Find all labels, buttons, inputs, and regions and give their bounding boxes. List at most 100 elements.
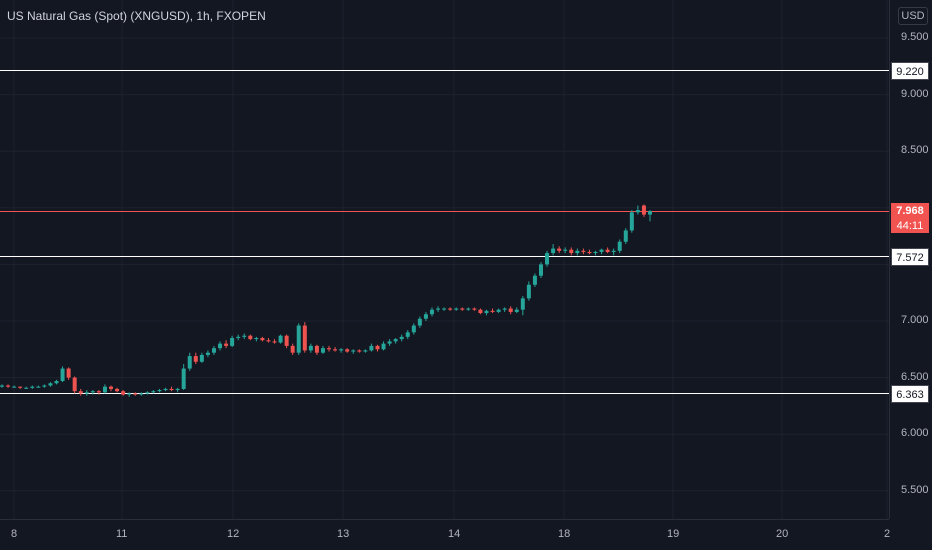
chart-area[interactable]: US Natural Gas (Spot) (XNGUSD), 1h, FXOP…	[0, 0, 889, 519]
candle[interactable]	[563, 247, 568, 254]
candle[interactable]	[520, 296, 525, 316]
candle[interactable]	[6, 384, 11, 388]
candle[interactable]	[423, 311, 428, 321]
candle[interactable]	[417, 316, 422, 328]
candle[interactable]	[478, 308, 483, 315]
candle[interactable]	[411, 323, 416, 335]
candle[interactable]	[12, 385, 17, 388]
candle[interactable]	[36, 385, 41, 388]
candle[interactable]	[145, 391, 150, 395]
candle[interactable]	[466, 307, 471, 311]
candle[interactable]	[224, 340, 229, 349]
candle[interactable]	[472, 307, 477, 311]
currency-button[interactable]: USD	[898, 7, 928, 25]
candle[interactable]	[514, 307, 519, 314]
candle[interactable]	[133, 392, 138, 396]
candle[interactable]	[96, 390, 101, 395]
candle[interactable]	[629, 210, 634, 233]
candle[interactable]	[175, 387, 180, 393]
candle[interactable]	[54, 379, 59, 385]
candle[interactable]	[157, 388, 162, 393]
candle[interactable]	[502, 307, 507, 312]
candle[interactable]	[532, 273, 537, 288]
candle[interactable]	[139, 392, 144, 396]
candle[interactable]	[405, 330, 410, 340]
candle[interactable]	[381, 341, 386, 351]
candlestick-chart[interactable]	[0, 0, 889, 519]
candle[interactable]	[314, 344, 319, 355]
candle[interactable]	[24, 386, 29, 389]
candle[interactable]	[369, 343, 374, 352]
candle[interactable]	[617, 239, 622, 254]
candle[interactable]	[302, 322, 307, 353]
candle[interactable]	[460, 307, 465, 311]
candle[interactable]	[490, 308, 495, 314]
candle[interactable]	[569, 247, 574, 256]
candle[interactable]	[248, 334, 253, 341]
candle[interactable]	[169, 386, 174, 392]
candle[interactable]	[399, 334, 404, 342]
candle[interactable]	[0, 384, 4, 388]
candle[interactable]	[66, 367, 71, 380]
candle[interactable]	[551, 244, 556, 256]
candle[interactable]	[496, 308, 501, 314]
candle[interactable]	[538, 262, 543, 278]
candle[interactable]	[581, 248, 586, 255]
candle[interactable]	[254, 336, 259, 342]
candle[interactable]	[272, 339, 277, 344]
candle[interactable]	[545, 250, 550, 267]
candle[interactable]	[339, 348, 344, 353]
candle[interactable]	[393, 337, 398, 344]
candle[interactable]	[78, 388, 83, 396]
candle[interactable]	[211, 345, 216, 355]
candle[interactable]	[121, 390, 126, 396]
candle[interactable]	[484, 309, 489, 316]
candle[interactable]	[218, 341, 223, 351]
candle[interactable]	[151, 390, 156, 394]
candle[interactable]	[635, 205, 640, 215]
candle[interactable]	[90, 390, 95, 395]
candle[interactable]	[163, 387, 168, 392]
candle[interactable]	[605, 247, 610, 254]
candle[interactable]	[587, 249, 592, 255]
candle[interactable]	[115, 387, 120, 393]
candle[interactable]	[351, 349, 356, 354]
candle[interactable]	[454, 307, 459, 311]
candle[interactable]	[72, 376, 77, 394]
candle[interactable]	[375, 344, 380, 352]
candle[interactable]	[127, 392, 132, 397]
candle[interactable]	[575, 248, 580, 256]
candle[interactable]	[205, 350, 210, 358]
candle[interactable]	[333, 347, 338, 352]
candle[interactable]	[611, 248, 616, 256]
candle[interactable]	[648, 210, 652, 222]
candle[interactable]	[60, 366, 65, 383]
candle[interactable]	[230, 335, 235, 348]
candle[interactable]	[296, 323, 301, 355]
candle[interactable]	[187, 352, 192, 371]
candle[interactable]	[363, 349, 368, 353]
candle[interactable]	[448, 307, 453, 311]
candle[interactable]	[526, 281, 531, 301]
candle[interactable]	[593, 250, 598, 256]
candle[interactable]	[30, 385, 35, 389]
candle[interactable]	[181, 364, 186, 391]
candle[interactable]	[42, 384, 47, 388]
candle[interactable]	[290, 343, 295, 355]
candle[interactable]	[308, 343, 313, 353]
candle[interactable]	[641, 204, 646, 217]
candle[interactable]	[236, 334, 241, 341]
candle[interactable]	[199, 352, 204, 363]
candle[interactable]	[102, 384, 107, 394]
candle[interactable]	[18, 386, 23, 389]
candle[interactable]	[436, 306, 441, 312]
candle[interactable]	[508, 306, 513, 315]
candle[interactable]	[278, 334, 283, 344]
candle[interactable]	[429, 307, 434, 317]
candle[interactable]	[84, 390, 89, 396]
candle[interactable]	[48, 382, 53, 387]
candle[interactable]	[623, 228, 628, 245]
candle[interactable]	[599, 248, 604, 255]
candle[interactable]	[193, 352, 198, 365]
candle[interactable]	[284, 334, 289, 349]
